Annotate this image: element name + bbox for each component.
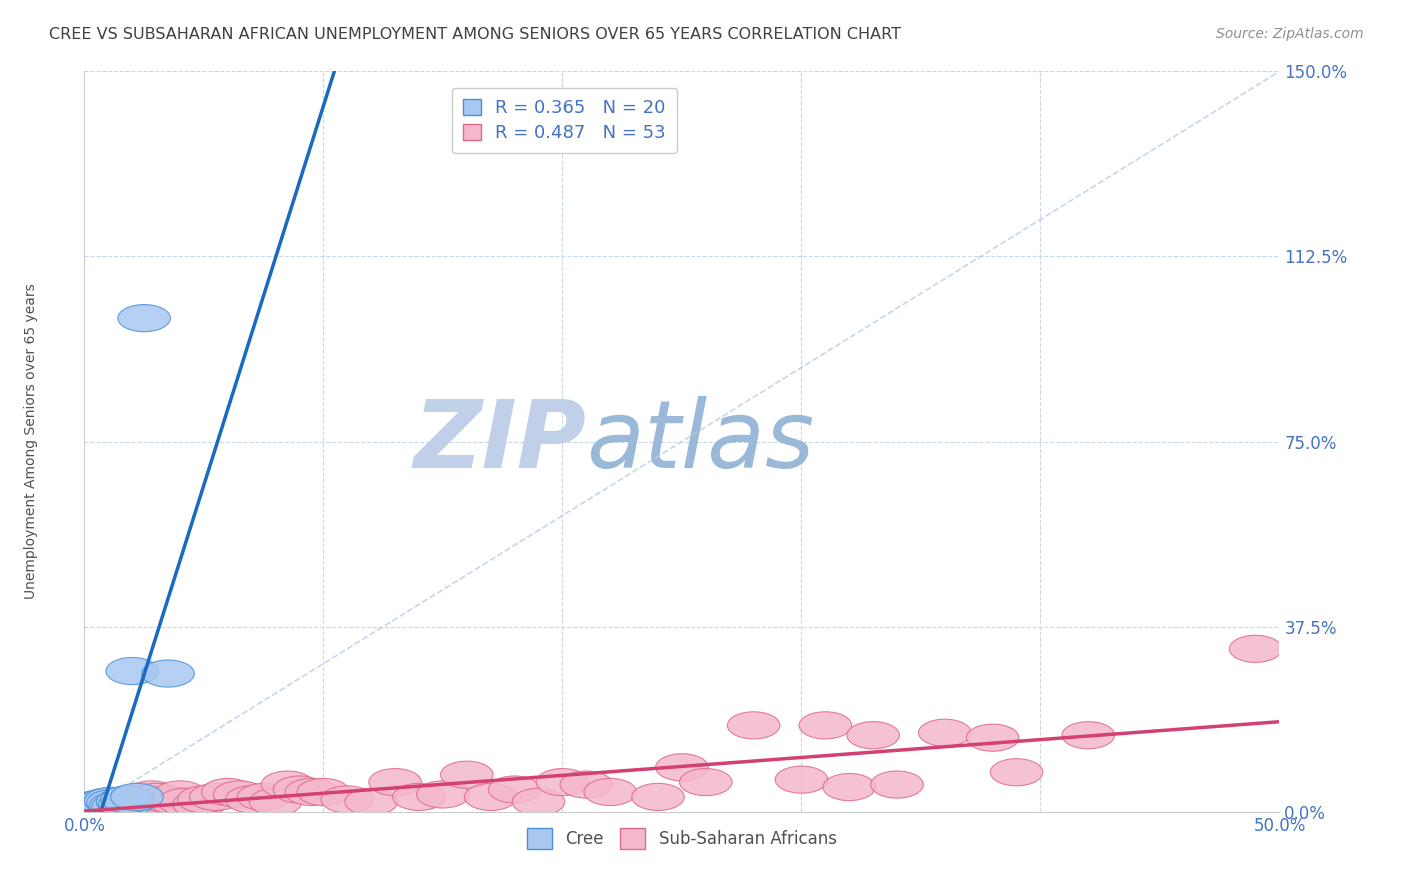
Ellipse shape: [775, 766, 828, 793]
Ellipse shape: [536, 769, 589, 796]
Ellipse shape: [799, 712, 852, 739]
Text: atlas: atlas: [586, 396, 814, 487]
Text: Unemployment Among Seniors over 65 years: Unemployment Among Seniors over 65 years: [24, 284, 38, 599]
Ellipse shape: [77, 789, 129, 816]
Ellipse shape: [249, 789, 302, 815]
Ellipse shape: [87, 789, 139, 816]
Ellipse shape: [82, 792, 135, 820]
Ellipse shape: [65, 793, 118, 821]
Ellipse shape: [297, 779, 350, 805]
Ellipse shape: [118, 789, 170, 816]
Ellipse shape: [238, 783, 290, 811]
Ellipse shape: [63, 796, 115, 822]
Ellipse shape: [225, 786, 278, 813]
Ellipse shape: [87, 793, 139, 821]
Ellipse shape: [560, 771, 613, 798]
Ellipse shape: [368, 769, 422, 796]
Ellipse shape: [84, 788, 136, 814]
Ellipse shape: [488, 776, 541, 803]
Ellipse shape: [512, 789, 565, 815]
Ellipse shape: [142, 660, 194, 687]
Ellipse shape: [823, 773, 876, 801]
Ellipse shape: [82, 790, 135, 818]
Ellipse shape: [392, 783, 446, 811]
Ellipse shape: [111, 783, 163, 811]
Ellipse shape: [118, 304, 170, 332]
Ellipse shape: [91, 793, 145, 821]
Ellipse shape: [80, 789, 132, 815]
Ellipse shape: [1229, 635, 1282, 663]
Ellipse shape: [464, 783, 517, 811]
Ellipse shape: [105, 786, 159, 813]
Ellipse shape: [96, 789, 149, 815]
Ellipse shape: [101, 786, 153, 813]
Ellipse shape: [70, 790, 122, 818]
Ellipse shape: [94, 790, 146, 818]
Ellipse shape: [846, 722, 900, 748]
Ellipse shape: [89, 792, 142, 820]
Ellipse shape: [870, 771, 924, 798]
Ellipse shape: [285, 779, 337, 805]
Ellipse shape: [440, 761, 494, 789]
Ellipse shape: [105, 657, 159, 685]
Ellipse shape: [631, 783, 685, 811]
Ellipse shape: [173, 790, 225, 818]
Ellipse shape: [125, 780, 177, 808]
Text: ZIP: ZIP: [413, 395, 586, 488]
Ellipse shape: [73, 794, 125, 822]
Ellipse shape: [583, 779, 637, 805]
Legend: Cree, Sub-Saharan Africans: Cree, Sub-Saharan Africans: [520, 822, 844, 855]
Ellipse shape: [65, 796, 118, 822]
Ellipse shape: [73, 792, 125, 820]
Ellipse shape: [177, 786, 231, 813]
Ellipse shape: [966, 724, 1019, 751]
Text: CREE VS SUBSAHARAN AFRICAN UNEMPLOYMENT AMONG SENIORS OVER 65 YEARS CORRELATION : CREE VS SUBSAHARAN AFRICAN UNEMPLOYMENT …: [49, 27, 901, 42]
Ellipse shape: [262, 771, 314, 798]
Ellipse shape: [111, 789, 163, 815]
Ellipse shape: [679, 769, 733, 796]
Ellipse shape: [214, 780, 266, 808]
Ellipse shape: [416, 780, 470, 808]
Ellipse shape: [918, 719, 972, 747]
Ellipse shape: [153, 780, 207, 808]
Ellipse shape: [655, 754, 709, 780]
Ellipse shape: [159, 789, 211, 815]
Ellipse shape: [75, 793, 128, 821]
Ellipse shape: [344, 789, 398, 815]
Ellipse shape: [190, 783, 242, 811]
Ellipse shape: [149, 788, 201, 814]
Ellipse shape: [321, 786, 374, 813]
Ellipse shape: [727, 712, 780, 739]
Ellipse shape: [1062, 722, 1115, 748]
Ellipse shape: [98, 790, 152, 818]
Text: Source: ZipAtlas.com: Source: ZipAtlas.com: [1216, 27, 1364, 41]
Ellipse shape: [201, 779, 254, 805]
Ellipse shape: [67, 794, 121, 822]
Ellipse shape: [142, 786, 194, 813]
Ellipse shape: [101, 793, 153, 821]
Ellipse shape: [129, 783, 183, 811]
Ellipse shape: [273, 776, 326, 803]
Ellipse shape: [990, 759, 1043, 786]
